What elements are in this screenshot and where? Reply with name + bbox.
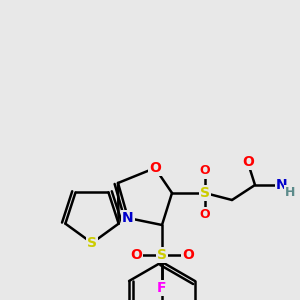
Text: O: O — [200, 208, 210, 221]
Text: S: S — [200, 186, 210, 200]
Text: S: S — [87, 236, 97, 250]
Text: O: O — [200, 164, 210, 178]
Text: O: O — [182, 248, 194, 262]
Text: H: H — [285, 187, 295, 200]
Text: F: F — [157, 281, 167, 295]
Text: O: O — [149, 161, 161, 175]
Text: N: N — [276, 178, 288, 192]
Text: S: S — [157, 248, 167, 262]
Text: O: O — [242, 155, 254, 169]
Text: O: O — [130, 248, 142, 262]
Text: N: N — [122, 211, 134, 225]
